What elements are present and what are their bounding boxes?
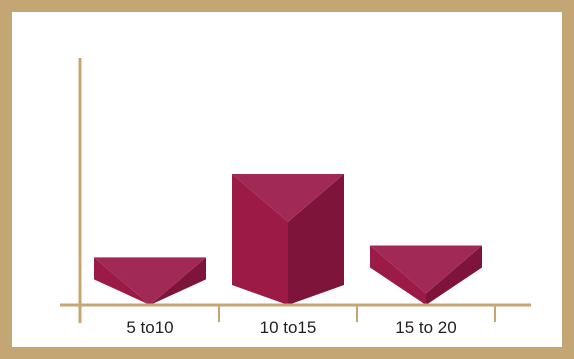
x-axis-ticks — [218, 305, 496, 322]
bar-1-top-face — [94, 257, 206, 305]
bar-1 — [94, 257, 206, 305]
bar-3-front-face — [370, 245, 426, 305]
bar-2-side-face — [288, 174, 344, 305]
bar-2 — [232, 174, 344, 305]
bar-3-top-face — [370, 245, 482, 294]
x-tick-label-1: 5 to10 — [126, 318, 173, 337]
x-tick-label-3: 15 to 20 — [395, 318, 456, 337]
x-tick-label-2: 10 to15 — [260, 318, 317, 337]
bar-3-side-face — [426, 245, 482, 305]
x-axis-labels: 5 to10 10 to15 15 to 20 — [126, 318, 456, 337]
bars-group — [94, 174, 482, 305]
bar-2-top-face — [232, 174, 344, 222]
bar-2-front-face — [232, 174, 288, 305]
bar-3 — [370, 245, 482, 305]
